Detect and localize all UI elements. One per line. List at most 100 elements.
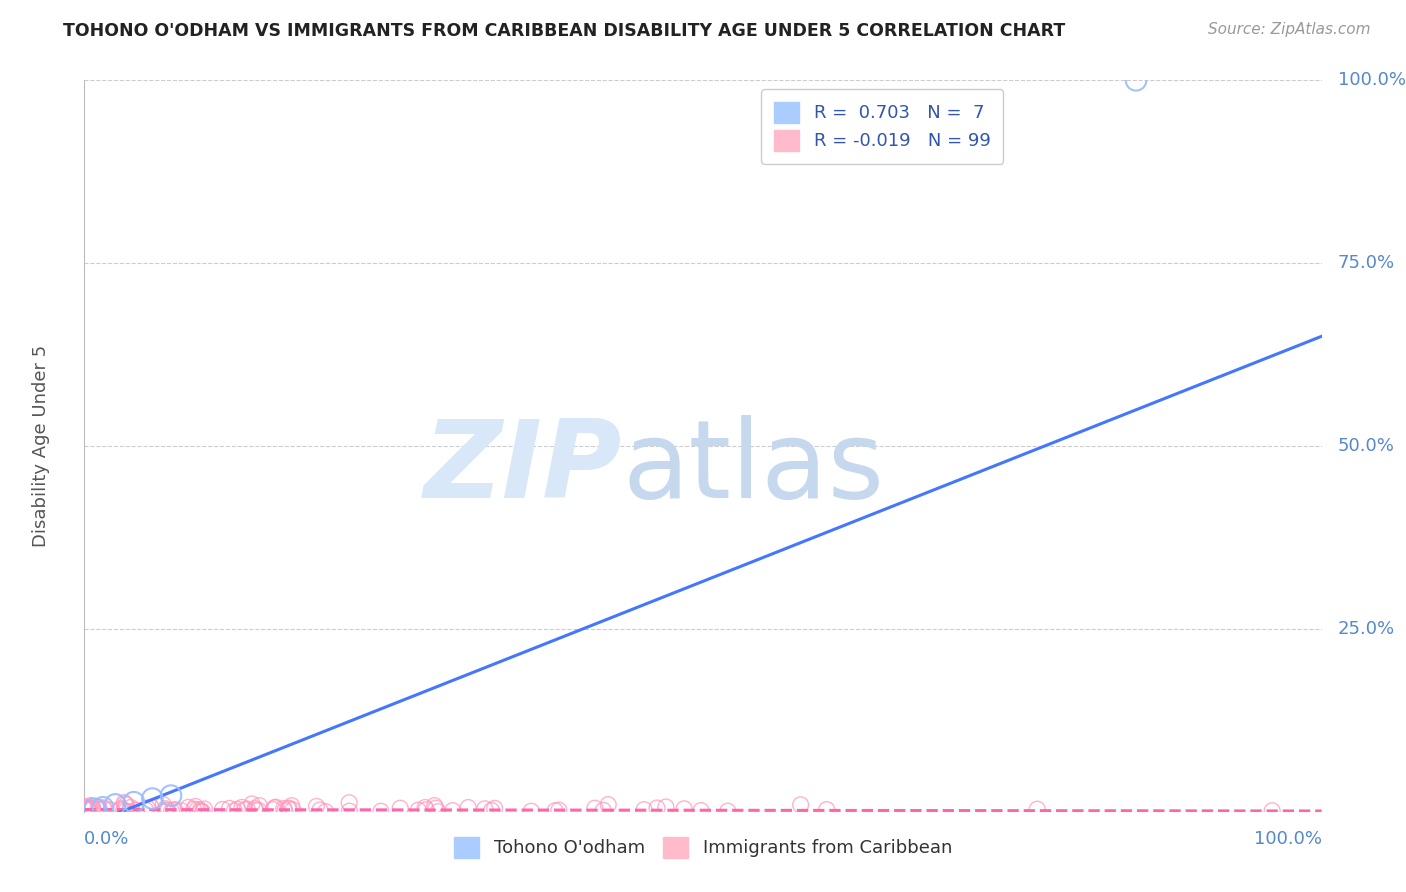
Point <box>110 803 132 817</box>
Point <box>160 789 183 803</box>
Point <box>82 801 104 815</box>
Point <box>305 799 328 814</box>
Point <box>645 801 668 815</box>
Text: 100.0%: 100.0% <box>1337 71 1406 89</box>
Text: 75.0%: 75.0% <box>1337 254 1395 272</box>
Point <box>247 798 270 813</box>
Text: ZIP: ZIP <box>425 415 623 521</box>
Point <box>441 804 464 818</box>
Text: atlas: atlas <box>623 415 884 521</box>
Point <box>186 803 208 817</box>
Point <box>1261 804 1284 818</box>
Point <box>815 803 838 817</box>
Point <box>280 798 302 813</box>
Point <box>73 799 96 814</box>
Point <box>413 800 436 814</box>
Point <box>278 801 301 815</box>
Text: 50.0%: 50.0% <box>1337 437 1395 455</box>
Point <box>80 799 103 814</box>
Point <box>89 802 111 816</box>
Point <box>91 800 114 814</box>
Point <box>118 805 141 819</box>
Point <box>337 796 360 810</box>
Point <box>162 803 184 817</box>
Point <box>75 803 97 817</box>
Point <box>134 803 156 817</box>
Point <box>184 799 207 814</box>
Point <box>655 800 678 814</box>
Point <box>76 803 98 817</box>
Point <box>79 801 101 815</box>
Point <box>110 801 132 815</box>
Point <box>243 801 266 815</box>
Point <box>93 802 115 816</box>
Point <box>233 803 256 817</box>
Point <box>315 805 337 819</box>
Point <box>1125 73 1147 87</box>
Point <box>263 801 285 815</box>
Legend: Tohono O'odham, Immigrants from Caribbean: Tohono O'odham, Immigrants from Caribbea… <box>447 830 959 865</box>
Point <box>583 801 606 815</box>
Point <box>389 801 412 815</box>
Point <box>224 804 246 818</box>
Point <box>548 803 571 817</box>
Point <box>114 805 136 819</box>
Point <box>87 800 110 814</box>
Point <box>231 800 253 814</box>
Point <box>415 803 437 817</box>
Point <box>598 797 620 812</box>
Point <box>789 797 811 812</box>
Point <box>100 803 122 817</box>
Point <box>1026 802 1049 816</box>
Text: Disability Age Under 5: Disability Age Under 5 <box>32 345 51 547</box>
Point <box>309 803 332 817</box>
Point <box>457 800 479 814</box>
Point <box>427 805 450 819</box>
Text: Source: ZipAtlas.com: Source: ZipAtlas.com <box>1208 22 1371 37</box>
Text: 100.0%: 100.0% <box>1254 830 1322 848</box>
Point <box>717 804 740 818</box>
Point <box>139 800 162 814</box>
Point <box>226 802 249 816</box>
Point <box>245 803 267 817</box>
Point <box>240 797 263 811</box>
Point <box>183 802 205 816</box>
Point <box>406 803 429 817</box>
Text: 0.0%: 0.0% <box>84 830 129 848</box>
Text: 25.0%: 25.0% <box>1337 620 1395 638</box>
Point <box>83 802 105 816</box>
Point <box>273 801 295 815</box>
Legend: R =  0.703   N =  7, R = -0.019   N = 99: R = 0.703 N = 7, R = -0.019 N = 99 <box>762 89 1004 163</box>
Point <box>190 804 212 818</box>
Point <box>112 803 135 817</box>
Point <box>153 802 176 816</box>
Point <box>193 802 215 816</box>
Point <box>481 804 503 818</box>
Point <box>690 804 713 818</box>
Point <box>277 802 299 816</box>
Point <box>592 803 614 817</box>
Point <box>520 804 543 818</box>
Point <box>156 804 179 818</box>
Point <box>425 801 447 815</box>
Point <box>673 802 696 816</box>
Point <box>484 801 506 815</box>
Point <box>191 805 214 819</box>
Point <box>112 796 135 810</box>
Point <box>120 800 142 814</box>
Point <box>122 795 145 809</box>
Point <box>114 797 136 811</box>
Point <box>104 797 127 812</box>
Point <box>281 803 304 817</box>
Point <box>141 791 163 805</box>
Point <box>544 804 567 818</box>
Point <box>274 804 297 818</box>
Point <box>170 804 193 818</box>
Point <box>633 803 655 817</box>
Point <box>247 803 270 817</box>
Point <box>163 803 186 817</box>
Point <box>155 803 177 817</box>
Point <box>125 803 148 817</box>
Point <box>218 801 240 815</box>
Point <box>177 800 200 814</box>
